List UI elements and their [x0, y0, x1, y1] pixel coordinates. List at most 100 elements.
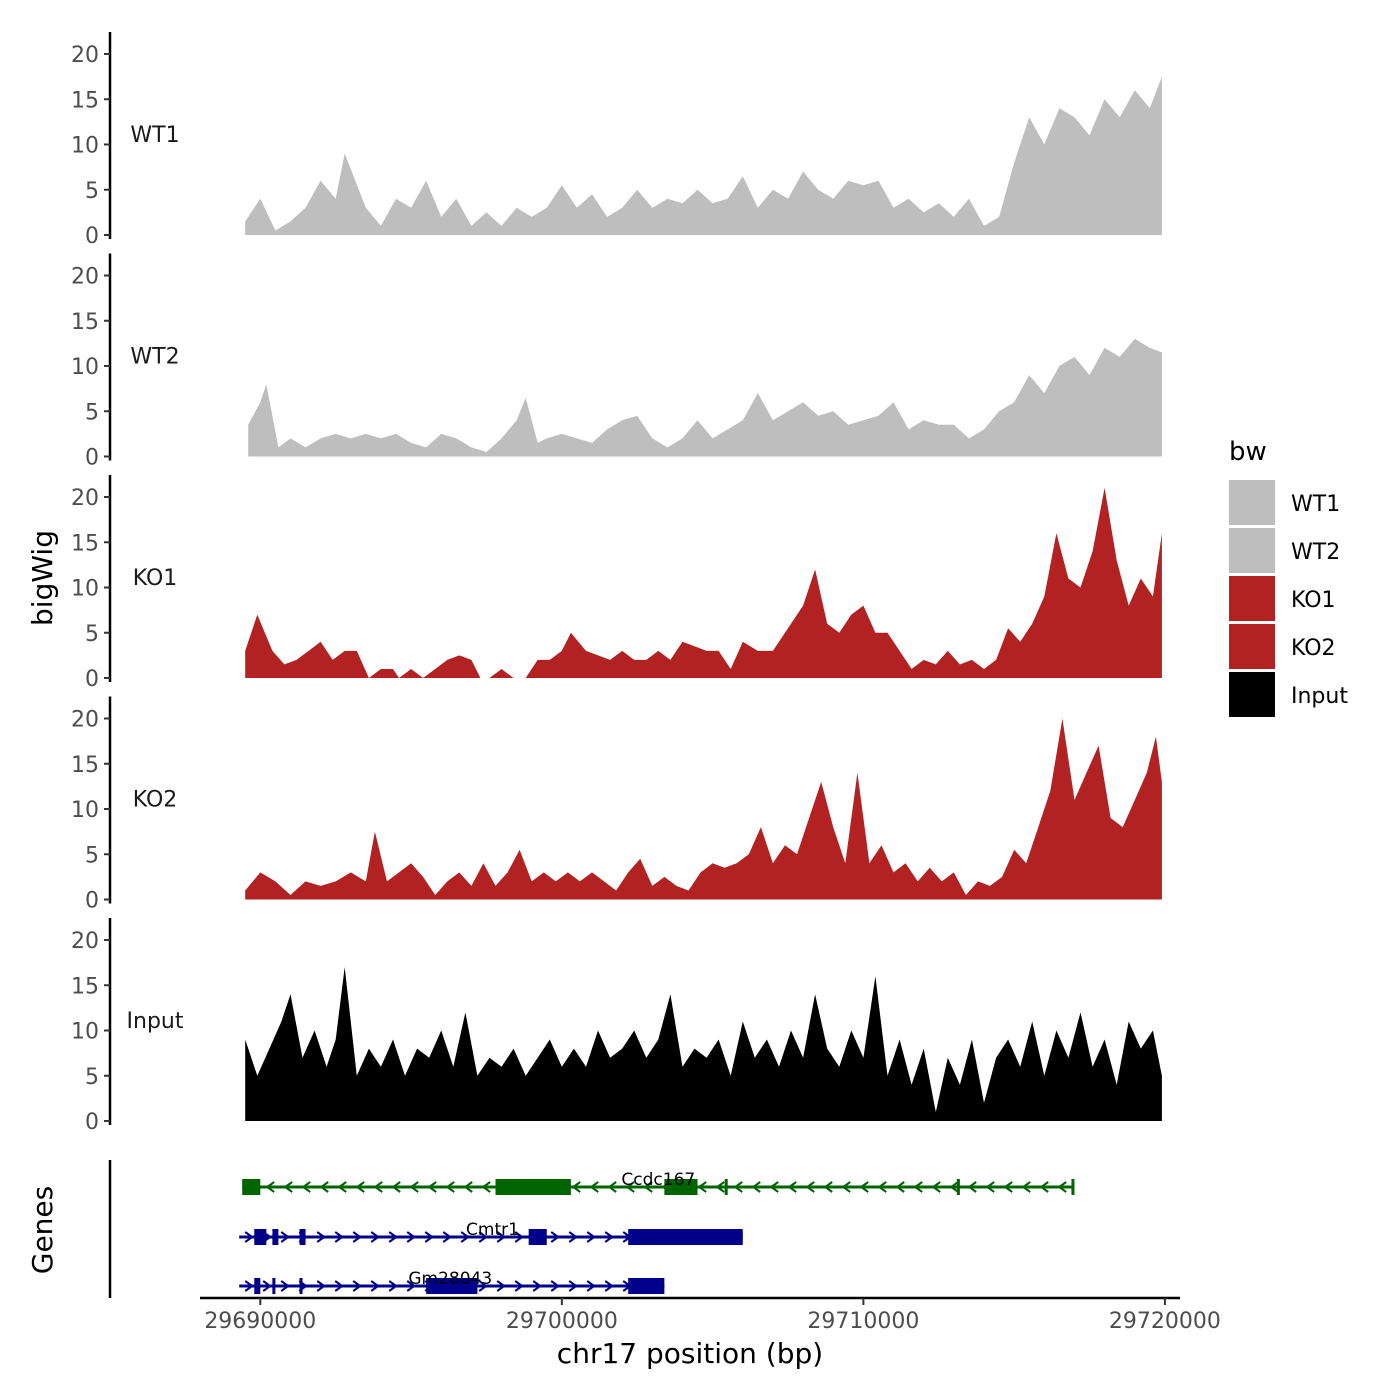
strand-arrow	[913, 1181, 923, 1193]
genes-layer: Ccdc167 Cmtr1 Gm28043	[108, 1160, 1075, 1298]
y-tick-label: 5	[85, 400, 99, 425]
track-area-wt1	[245, 76, 1162, 235]
gene-exon	[724, 1179, 728, 1195]
legend-swatch	[1229, 480, 1275, 525]
y-tick-label: 0	[85, 889, 99, 914]
x-tick-label: 29690000	[204, 1309, 316, 1334]
strand-arrow	[589, 1181, 599, 1193]
strand-arrow	[478, 1280, 488, 1292]
strand-arrow	[244, 1280, 254, 1292]
strand-arrow	[550, 1280, 560, 1292]
strand-arrow	[604, 1231, 614, 1243]
gene-exon	[628, 1229, 743, 1245]
strand-arrow	[787, 1181, 797, 1193]
track-panel-wt1: 0 5 10 15 20 WT1	[71, 32, 1162, 249]
strand-arrow	[406, 1280, 416, 1292]
track-area-ko1	[245, 487, 1162, 678]
strand-arrow	[751, 1181, 761, 1193]
y-tick-label: 10	[71, 577, 99, 602]
strand-arrow	[568, 1231, 578, 1243]
legend-swatch	[1229, 624, 1275, 669]
strand-arrow	[514, 1231, 524, 1243]
strand-arrow	[625, 1181, 635, 1193]
legend-swatch	[1229, 576, 1275, 621]
y-tick-label: 0	[85, 446, 99, 471]
strand-arrow	[409, 1181, 419, 1193]
x-tick-label: 29710000	[807, 1309, 919, 1334]
gene-exon	[254, 1278, 261, 1294]
strand-arrow	[733, 1181, 743, 1193]
strand-arrow	[607, 1181, 617, 1193]
y-tick-label: 15	[71, 753, 99, 778]
legend-item-wt2: WT2	[1229, 528, 1340, 573]
legend-swatch	[1229, 528, 1275, 573]
strand-arrow	[496, 1280, 506, 1292]
strand-arrow	[604, 1280, 614, 1292]
gene-label: Ccdc167	[621, 1170, 695, 1190]
strand-arrow	[478, 1231, 488, 1243]
y-tick-label: 15	[71, 974, 99, 999]
strand-arrow	[568, 1280, 578, 1292]
strand-arrow	[388, 1231, 398, 1243]
strand-arrow	[931, 1181, 941, 1193]
y-tick-label: 10	[71, 798, 99, 823]
strand-arrow	[895, 1181, 905, 1193]
strand-arrow	[1057, 1181, 1067, 1193]
strand-arrow	[643, 1181, 653, 1193]
gene-exon	[956, 1179, 960, 1195]
y-tick-label: 5	[85, 622, 99, 647]
track-label-ko1: KO1	[133, 566, 178, 591]
x-tick-label: 29700000	[506, 1309, 618, 1334]
track-label-input: Input	[127, 1009, 184, 1034]
track-label-wt2: WT2	[130, 345, 179, 370]
gene-exon	[272, 1278, 276, 1294]
legend-title: bw	[1229, 437, 1267, 467]
legend-label: WT2	[1291, 540, 1340, 565]
y-tick-label: 5	[85, 843, 99, 868]
strand-arrow	[427, 1181, 437, 1193]
strand-arrow	[316, 1231, 326, 1243]
strand-arrow	[352, 1231, 362, 1243]
gene-exon	[426, 1278, 478, 1294]
y-tick-label: 5	[85, 179, 99, 204]
strand-arrow	[280, 1231, 290, 1243]
strand-arrow	[1003, 1181, 1013, 1193]
gene-label: Gm28043	[408, 1269, 492, 1289]
y-tick-label: 0	[85, 224, 99, 249]
strand-arrow	[316, 1280, 326, 1292]
y-tick-label: 5	[85, 1065, 99, 1090]
strand-arrow	[352, 1280, 362, 1292]
gene-exon	[299, 1278, 303, 1294]
x-axis: 29690000 29700000 29710000 29720000	[200, 1296, 1221, 1334]
y-tick-label: 0	[85, 667, 99, 692]
gene-label: Cmtr1	[466, 1220, 519, 1240]
tracks-layer: 0 5 10 15 20 WT1 0 5 10 15 20 WT2 0 5 10 15 20 KO1 0 5 10 15 2…	[71, 32, 1162, 1135]
strand-arrow	[769, 1181, 779, 1193]
strand-arrow	[319, 1181, 329, 1193]
strand-arrow	[841, 1181, 851, 1193]
gene-exon	[242, 1179, 261, 1195]
gene-exon	[299, 1229, 306, 1245]
strand-arrow	[496, 1231, 506, 1243]
strand-arrow	[1039, 1181, 1049, 1193]
y-tick-label: 20	[71, 708, 99, 733]
strand-arrow	[823, 1181, 833, 1193]
strand-arrow	[283, 1181, 293, 1193]
strand-arrow	[985, 1181, 995, 1193]
y-tick-label: 20	[71, 929, 99, 954]
strand-arrow	[697, 1181, 707, 1193]
strand-arrow	[406, 1231, 416, 1243]
strand-arrow	[280, 1280, 290, 1292]
y-axis-title: bigWig	[26, 530, 59, 626]
track-panel-ko1: 0 5 10 15 20 KO1	[71, 475, 1162, 692]
strand-arrow	[463, 1181, 473, 1193]
gene-exon	[254, 1229, 267, 1245]
strand-arrow	[442, 1231, 452, 1243]
legend-swatch	[1229, 672, 1275, 717]
legend-item-ko2: KO2	[1229, 624, 1336, 669]
track-panel-input: 0 5 10 15 20 Input	[71, 918, 1162, 1135]
gene-cmtr1: Cmtr1	[239, 1220, 743, 1245]
strand-arrow	[337, 1181, 347, 1193]
gene-exon	[495, 1179, 571, 1195]
gene-exon	[272, 1229, 279, 1245]
